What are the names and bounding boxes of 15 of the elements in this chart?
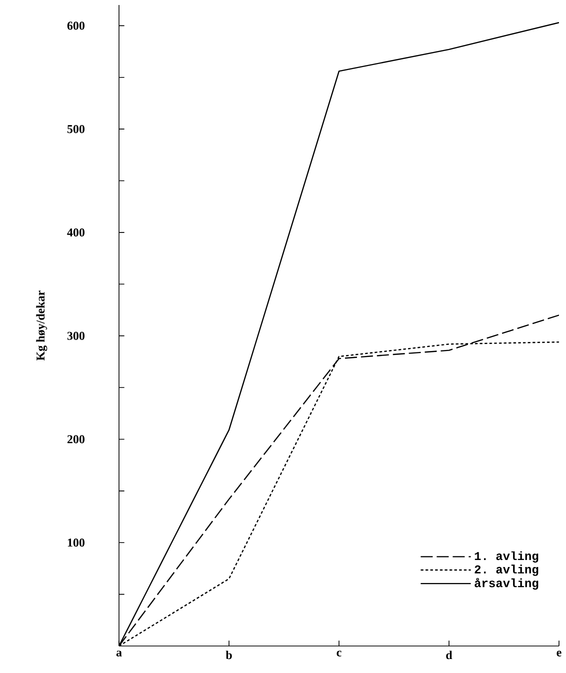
x-tick-label: b	[226, 650, 232, 660]
y-tick-label: 300	[67, 332, 84, 340]
legend-label: årsavling	[474, 578, 538, 590]
x-tick-label: c	[336, 650, 342, 656]
legend-label: 2. avling	[474, 564, 538, 576]
x-tick-label: e	[556, 650, 562, 656]
y-tick-label: 400	[67, 228, 84, 237]
x-tick-label: d	[446, 650, 452, 660]
y-axis-title: Kg høy/dekar	[36, 290, 48, 360]
legend-label: 1. avling	[474, 551, 538, 563]
y-tick-label: 200	[67, 435, 84, 444]
y-tick-label: 100	[68, 538, 84, 547]
y-tick-label: 600	[67, 22, 84, 30]
x-tick-label: a	[116, 650, 122, 656]
y-tick-label: 500	[67, 125, 84, 134]
